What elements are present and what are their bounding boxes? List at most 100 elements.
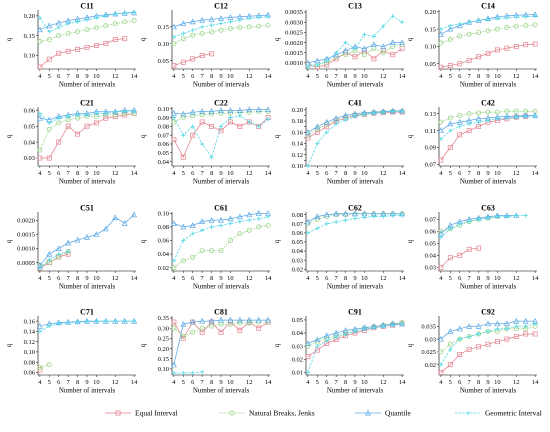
series-equal-interval: [438, 245, 482, 270]
data-point: [514, 15, 519, 20]
x-tick-label: 7: [201, 73, 205, 80]
y-axis-label: q: [406, 239, 414, 243]
x-axis-label: Number of intervals: [327, 178, 384, 186]
series-geometric-interval: [37, 319, 137, 334]
series-equal-interval: [171, 115, 271, 160]
data-point: [218, 124, 224, 129]
data-point: [467, 219, 472, 224]
x-tick-label: 9: [219, 170, 222, 177]
data-point: [246, 109, 252, 115]
series-line: [440, 247, 479, 268]
y-tick-label: 0.05: [24, 123, 35, 130]
panel-c61: C61 0.02 0.04 0.06 0.08 0.10 4 5 6 7 8 9 10 12 14 Numbe…: [139, 204, 272, 291]
data-point: [56, 321, 61, 326]
x-tick-label: 12: [112, 73, 119, 80]
x-tick-label: 7: [201, 379, 205, 386]
data-point: [255, 210, 262, 216]
series-natural-breaks-jenks: [438, 323, 538, 355]
data-point: [247, 218, 252, 223]
x-tick-label: 8: [210, 73, 213, 80]
data-point: [467, 20, 472, 25]
x-tick-label: 14: [399, 275, 406, 282]
x-tick-label: 6: [191, 275, 195, 282]
data-point: [65, 123, 71, 129]
data-point: [170, 361, 177, 368]
data-point: [255, 316, 262, 323]
data-point: [266, 14, 271, 19]
panel-title: C62: [348, 204, 362, 213]
data-point: [305, 230, 310, 235]
axis-frame: [438, 212, 537, 272]
panel-c12: C12 0.05 0.10 0.15 4 5 6 7 8 9 10 12 14 Number of int…: [139, 2, 272, 89]
data-point: [342, 47, 349, 54]
data-point: [504, 115, 509, 121]
data-point: [200, 228, 205, 233]
legend-marker-circle: [229, 410, 235, 416]
data-point: [342, 112, 349, 118]
x-tick-label: 14: [265, 73, 272, 80]
y-tick-label: 0.03: [425, 336, 436, 343]
data-point: [390, 323, 395, 328]
y-tick-label: 0.20: [425, 9, 436, 16]
x-axis-label: Number of intervals: [59, 283, 116, 291]
data-point: [93, 42, 99, 48]
data-point: [131, 9, 138, 16]
x-tick-label: 12: [246, 275, 253, 282]
y-axis-label: q: [139, 343, 147, 347]
data-point: [246, 320, 252, 326]
data-point: [523, 23, 529, 29]
data-point: [438, 235, 443, 240]
data-point: [265, 223, 271, 229]
data-point: [476, 18, 481, 23]
series-quantile: [170, 11, 272, 30]
x-tick-label: 12: [246, 170, 253, 177]
series-natural-breaks-jenks: [171, 223, 271, 271]
x-tick-label: 6: [325, 379, 329, 386]
y-tick-label: 0.08: [24, 359, 35, 366]
y-tick-label: 0.0020: [285, 40, 303, 47]
data-point: [189, 222, 196, 229]
data-point: [37, 111, 42, 116]
x-tick-label: 14: [265, 379, 272, 386]
data-point: [495, 16, 500, 21]
x-tick-label: 8: [76, 73, 79, 80]
data-point: [171, 325, 177, 331]
data-point: [237, 219, 242, 224]
data-point: [523, 331, 529, 337]
x-tick-label: 10: [494, 275, 501, 282]
data-point: [494, 320, 501, 327]
y-axis-label: q: [406, 343, 414, 347]
x-tick-label: 10: [93, 73, 100, 80]
series-equal-interval: [37, 110, 137, 161]
x-tick-label: 8: [210, 379, 213, 386]
x-tick-label: 8: [477, 379, 480, 386]
data-point: [514, 324, 519, 329]
data-point: [314, 129, 320, 135]
series-line: [307, 213, 403, 223]
data-point: [209, 23, 214, 28]
data-point: [55, 245, 62, 251]
data-point: [47, 324, 52, 329]
data-point: [189, 318, 196, 325]
data-point: [218, 21, 224, 26]
data-point: [47, 29, 52, 34]
legend: Equal Interval Natural Breaks, Jenks Quant…: [105, 409, 542, 418]
series-natural-breaks-jenks: [438, 22, 538, 46]
x-tick-label: 10: [227, 275, 234, 282]
data-point: [457, 21, 462, 26]
y-axis-label: q: [406, 37, 414, 41]
y-axis-label: q: [5, 239, 13, 243]
x-tick-label: 4: [172, 275, 176, 282]
x-tick-label: 14: [131, 275, 138, 282]
data-point: [209, 323, 215, 329]
panel-title: C42: [481, 99, 495, 108]
data-point: [437, 335, 444, 342]
data-point: [315, 141, 320, 146]
data-point: [180, 20, 187, 26]
data-point: [324, 58, 329, 63]
data-point: [265, 106, 272, 113]
x-tick-label: 14: [532, 170, 539, 177]
data-point: [180, 154, 186, 160]
data-point: [447, 115, 453, 121]
y-tick-label: 0.02: [158, 265, 169, 272]
